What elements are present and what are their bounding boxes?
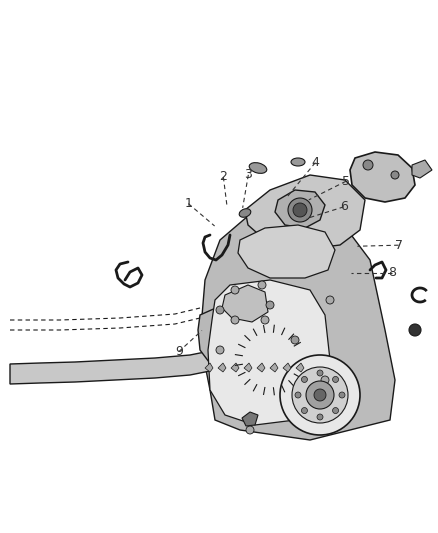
Circle shape — [391, 171, 399, 179]
Circle shape — [216, 306, 224, 314]
Circle shape — [363, 160, 373, 170]
Polygon shape — [350, 152, 415, 202]
Circle shape — [288, 198, 312, 222]
Text: 3: 3 — [244, 168, 252, 181]
Circle shape — [321, 376, 329, 384]
Circle shape — [216, 346, 224, 354]
Circle shape — [314, 389, 326, 401]
Circle shape — [261, 316, 269, 324]
Polygon shape — [10, 350, 215, 384]
Circle shape — [326, 296, 334, 304]
Circle shape — [301, 408, 307, 414]
Circle shape — [280, 355, 360, 435]
Text: 8: 8 — [388, 266, 396, 279]
Circle shape — [409, 324, 421, 336]
Polygon shape — [208, 280, 330, 425]
Circle shape — [231, 316, 239, 324]
Text: 4: 4 — [311, 156, 319, 169]
Circle shape — [339, 392, 345, 398]
Circle shape — [293, 203, 307, 217]
Circle shape — [332, 376, 339, 383]
Circle shape — [317, 414, 323, 420]
Polygon shape — [200, 200, 395, 440]
Polygon shape — [275, 190, 325, 228]
Circle shape — [246, 426, 254, 434]
Text: 1: 1 — [184, 197, 192, 210]
Polygon shape — [222, 285, 268, 322]
Circle shape — [295, 392, 301, 398]
Polygon shape — [205, 363, 213, 372]
Ellipse shape — [291, 158, 305, 166]
Polygon shape — [283, 363, 291, 372]
Circle shape — [317, 370, 323, 376]
Circle shape — [291, 336, 299, 344]
Polygon shape — [218, 363, 226, 372]
Circle shape — [258, 281, 266, 289]
Text: 9: 9 — [175, 345, 183, 358]
Polygon shape — [245, 175, 365, 250]
Circle shape — [231, 286, 239, 294]
Polygon shape — [244, 363, 252, 372]
Polygon shape — [270, 363, 278, 372]
Text: 5: 5 — [342, 175, 350, 188]
Polygon shape — [198, 295, 305, 380]
Circle shape — [306, 381, 334, 409]
Polygon shape — [296, 363, 304, 372]
Circle shape — [301, 376, 307, 383]
Polygon shape — [238, 225, 335, 278]
Ellipse shape — [249, 163, 267, 173]
Ellipse shape — [239, 209, 251, 217]
Circle shape — [266, 301, 274, 309]
Polygon shape — [412, 160, 432, 178]
Polygon shape — [257, 363, 265, 372]
Text: 2: 2 — [219, 171, 227, 183]
Circle shape — [292, 367, 348, 423]
Text: 7: 7 — [395, 239, 403, 252]
Polygon shape — [231, 363, 239, 372]
Polygon shape — [242, 412, 258, 426]
Text: 6: 6 — [340, 200, 348, 213]
Circle shape — [332, 408, 339, 414]
